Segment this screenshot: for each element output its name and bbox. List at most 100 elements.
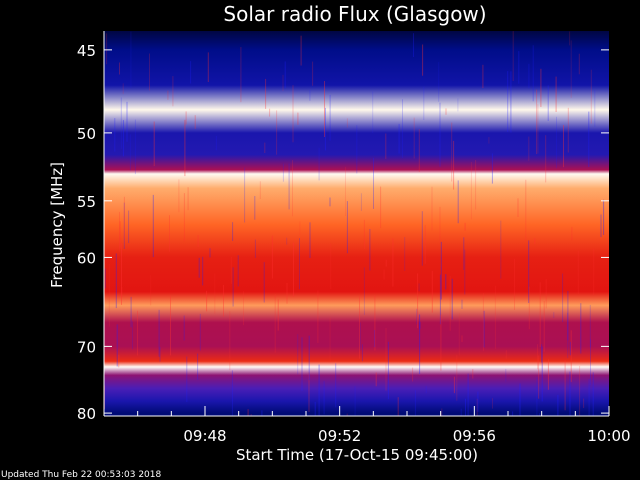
spectrogram-streak <box>417 273 419 329</box>
y-axis-label: Frequency [MHz] <box>48 162 66 288</box>
spectrogram-streak <box>202 256 204 286</box>
spectrogram-streak <box>178 179 180 213</box>
spectrogram-streak <box>345 166 346 216</box>
spectrogram-streak <box>514 258 515 310</box>
spectrogram-streak <box>555 76 557 112</box>
spectrogram-streak <box>588 111 590 167</box>
spectrogram-streak <box>467 373 469 416</box>
spectrogram-streak <box>567 290 569 341</box>
spectrogram-streak <box>134 119 136 175</box>
spectrogram-streak <box>557 394 559 416</box>
spectrogram-intensity <box>104 31 609 416</box>
spectrogram-streak <box>243 291 244 326</box>
spectrogram-streak <box>600 214 602 238</box>
spectrogram-streak <box>223 284 224 317</box>
spectrogram-streak <box>247 409 249 416</box>
spectrogram-streak <box>130 31 132 88</box>
spectrogram-streak <box>282 74 284 92</box>
spectrogram-streak <box>537 344 539 370</box>
spectrogram-streak <box>603 199 605 235</box>
spectrogram-streak <box>460 408 462 416</box>
x-axis-label: Start Time (17-Oct-15 09:45:00) <box>236 446 478 464</box>
spectrogram-streak <box>375 372 377 387</box>
y-tick-label: 55 <box>77 193 96 211</box>
spectrogram-streak <box>419 321 421 329</box>
spectrogram-streak <box>359 322 361 351</box>
spectrogram-streak <box>194 115 196 129</box>
spectrogram-streak <box>439 206 441 243</box>
spectrogram-streak <box>570 40 572 98</box>
spectrogram-streak <box>120 97 122 149</box>
spectrogram-streak <box>445 274 447 290</box>
spectrogram-streak <box>286 283 288 304</box>
spectrogram-streak <box>571 226 573 241</box>
spectrogram-streak <box>263 262 265 303</box>
spectrogram-streak <box>541 346 543 402</box>
spectrogram-streak <box>476 398 478 416</box>
spectrogram-streak <box>300 35 302 66</box>
spectrogram-streak <box>186 356 188 402</box>
spectrogram-streak <box>250 414 252 416</box>
spectrogram-streak <box>128 210 130 244</box>
spectrogram-streak <box>577 250 579 295</box>
spectrogram-streak <box>284 61 286 89</box>
spectrogram-streak <box>507 71 509 132</box>
spectrogram-streak <box>538 355 540 399</box>
spectrogram-streak <box>402 99 403 159</box>
spectrogram-streak <box>539 413 540 416</box>
spectrogram-streak <box>431 270 433 313</box>
spectrogram-streak <box>121 243 122 305</box>
spectrogram-streak <box>254 196 256 220</box>
spectrogram-streak <box>318 147 320 181</box>
spectrogram-streak <box>431 186 433 231</box>
spectrogram-streak <box>385 259 387 267</box>
spectrogram-streak <box>488 137 490 144</box>
spectrogram-streak <box>115 253 117 309</box>
spectrogram-streak <box>308 335 310 381</box>
spectrogram-streak <box>373 157 374 209</box>
spectrogram-streak <box>539 282 541 347</box>
spectrogram-streak <box>439 274 441 325</box>
spectrogram-streak <box>374 294 376 351</box>
spectrogram-streak <box>536 89 538 155</box>
spectrogram-streak <box>132 321 133 350</box>
spectrogram-streak <box>240 47 242 103</box>
spectrogram <box>104 31 609 416</box>
spectrogram-streak <box>456 354 458 401</box>
spectrogram-streak <box>472 369 474 379</box>
spectrogram-streak <box>104 268 106 289</box>
spectrogram-streak <box>423 86 425 120</box>
spectrogram-streak <box>190 61 192 84</box>
spectrogram-streak <box>593 248 595 296</box>
spectrogram-streak <box>329 317 331 363</box>
spectrogram-streak <box>329 94 331 141</box>
spectrogram-streak <box>512 31 514 82</box>
spectrogram-streak <box>563 125 564 168</box>
x-tick-label: 09:56 <box>453 427 496 445</box>
spectrogram-streak <box>354 386 356 416</box>
spectrogram-streak <box>578 53 580 75</box>
spectrogram-streak <box>374 330 375 348</box>
y-tick-label: 80 <box>77 405 96 423</box>
spectrogram-streak <box>518 51 520 84</box>
spectrogram-streak <box>259 181 261 199</box>
spectrogram-streak <box>453 376 455 394</box>
spectrogram-streak <box>505 350 507 359</box>
spectrogram-streak <box>579 365 581 416</box>
spectrogram-streak <box>119 62 120 75</box>
spectrogram-streak <box>547 359 549 390</box>
spectrogram-streak <box>457 98 459 112</box>
spectrogram-streak <box>109 413 111 416</box>
spectrogram-streak <box>261 410 263 416</box>
spectrogram-streak <box>297 334 299 375</box>
spectrogram-streak <box>528 63 530 89</box>
spectrogram-streak <box>449 275 451 331</box>
y-tick-label: 70 <box>77 338 96 356</box>
spectrogram-streak <box>363 219 365 249</box>
spectrogram-streak <box>184 119 186 177</box>
spectrogram-streak <box>108 263 110 327</box>
spectrogram-streak <box>106 33 108 65</box>
spectrogram-streak <box>418 129 420 172</box>
spectrogram-streak <box>207 52 209 82</box>
